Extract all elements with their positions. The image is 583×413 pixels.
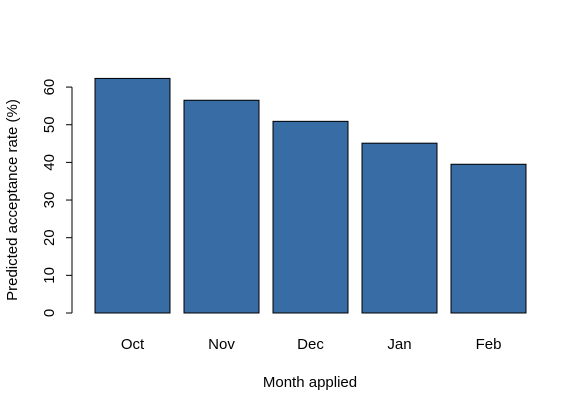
bar [361,142,438,314]
bar [450,163,527,314]
x-tick-label: Nov [208,336,235,353]
y-tick-label: 10 [41,267,58,284]
x-tick-label: Oct [121,336,145,353]
y-tick-label: 20 [41,229,58,246]
y-tick-label: 60 [41,79,58,96]
x-tick-label: Feb [476,336,502,353]
y-tick-label: 30 [41,192,58,209]
bar [183,99,260,314]
bar [94,77,171,314]
y-tick-label: 50 [41,116,58,133]
y-tick-label: 40 [41,154,58,171]
y-axis-label: Predicted acceptance rate (%) [4,99,21,301]
x-tick-label: Jan [387,336,411,353]
y-tick-label: 0 [41,309,58,317]
bar [272,120,349,314]
x-axis-label: Month applied [263,374,357,391]
x-tick-label: Dec [297,336,324,353]
